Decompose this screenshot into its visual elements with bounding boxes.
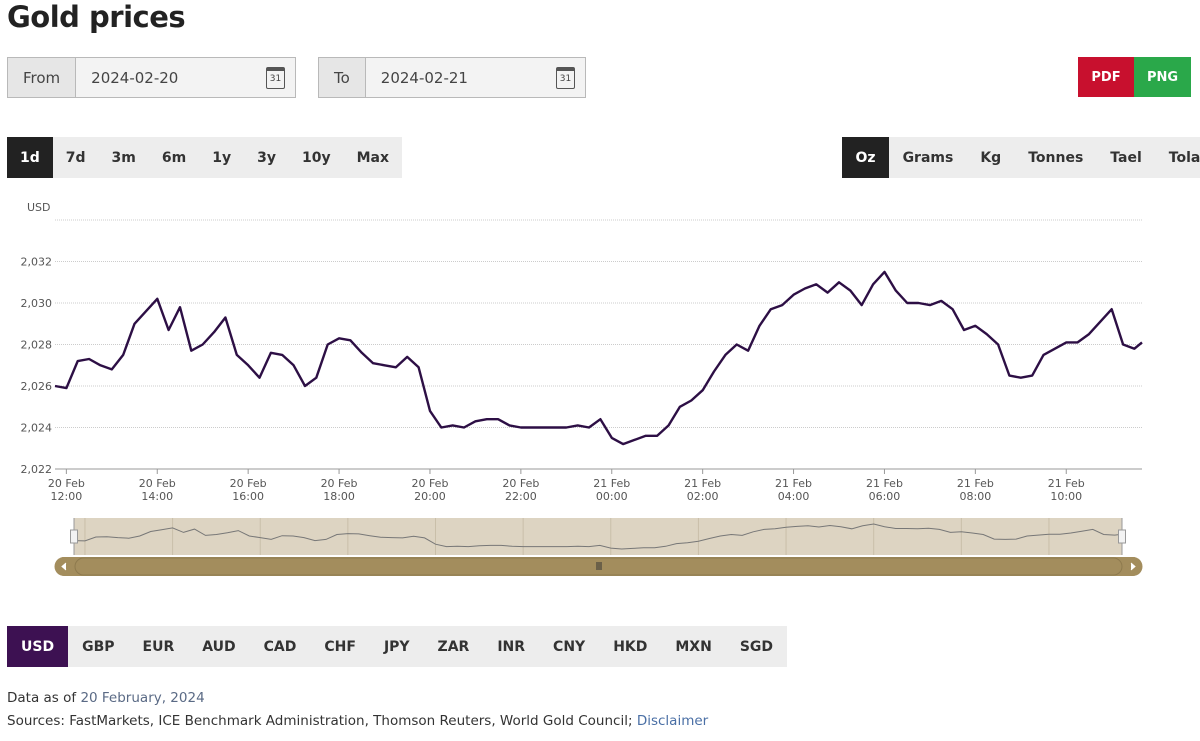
y-tick-label: 2,032 <box>21 256 53 269</box>
y-tick-label: 2,030 <box>21 297 53 310</box>
y-tick-label: 2,022 <box>21 463 53 476</box>
x-tick-label: 21 Feb 00:00 <box>593 477 630 503</box>
period-tab[interactable]: Max <box>356 149 389 166</box>
navigator-line <box>73 523 1123 550</box>
unit-tabs: Oz Grams Kg Tonnes Tael Tola <box>842 137 1200 178</box>
unit-tab[interactable]: Grams <box>902 149 954 166</box>
navigator-handle[interactable] <box>70 529 78 544</box>
x-tick-label: 20 Feb 12:00 <box>48 477 85 503</box>
period-tab[interactable]: 6m <box>161 149 187 166</box>
unit-tab[interactable]: Oz <box>842 137 890 178</box>
period-tab[interactable]: 1y <box>212 149 232 166</box>
to-label: To <box>319 58 366 97</box>
unit-tab[interactable]: Tola <box>1168 149 1200 166</box>
period-tab[interactable]: 3y <box>257 149 276 166</box>
x-tick-label: 20 Feb 14:00 <box>139 477 176 503</box>
period-tab[interactable]: 1d <box>7 137 53 178</box>
y-axis-label: USD <box>27 201 51 214</box>
currency-tab[interactable]: JPY <box>383 638 410 655</box>
currency-tab[interactable]: USD <box>7 626 69 667</box>
from-date[interactable]: From 2024-02-20 31 <box>7 57 296 98</box>
currency-tab[interactable]: CHF <box>324 638 356 655</box>
to-value[interactable]: 2024-02-21 <box>380 68 468 87</box>
navigator <box>74 518 1122 555</box>
x-tick-label: 20 Feb 20:00 <box>411 477 448 503</box>
unit-tab[interactable]: Tael <box>1110 149 1142 166</box>
x-tick-label: 20 Feb 18:00 <box>321 477 358 503</box>
x-tick-label: 21 Feb 04:00 <box>775 477 812 503</box>
page-title: Gold prices <box>7 0 186 34</box>
period-tab[interactable]: 3m <box>111 149 136 166</box>
period-tab[interactable]: 10y <box>301 149 331 166</box>
currency-tab[interactable]: EUR <box>142 638 175 655</box>
unit-tab[interactable]: Kg <box>980 149 1002 166</box>
to-date[interactable]: To 2024-02-21 31 <box>318 57 586 98</box>
png-button[interactable]: PNG <box>1134 57 1191 97</box>
as-of: Data as of 20 February, 2024 <box>7 690 205 706</box>
period-tabs: 1d 7d 3m 6m 1y 3y 10y Max <box>7 137 402 178</box>
x-tick-label: 20 Feb 16:00 <box>230 477 267 503</box>
x-tick-label: 21 Feb 10:00 <box>1048 477 1085 503</box>
disclaimer-link[interactable]: Disclaimer <box>636 713 709 729</box>
calendar-icon[interactable]: 31 <box>556 66 575 89</box>
currency-tab[interactable]: AUD <box>202 638 236 655</box>
x-tick-label: 21 Feb 06:00 <box>866 477 903 503</box>
price-line <box>54 270 1143 446</box>
unit-tab[interactable]: Tonnes <box>1028 149 1084 166</box>
y-tick-label: 2,028 <box>21 339 53 352</box>
y-tick-label: 2,024 <box>21 422 53 435</box>
sources-text: Sources: FastMarkets, ICE Benchmark Admi… <box>7 713 633 729</box>
period-tab[interactable]: 7d <box>65 149 86 166</box>
x-tick-label: 21 Feb 02:00 <box>684 477 721 503</box>
currency-tabs: USD GBP EUR AUD CAD CHF JPY ZAR INR CNY HKD MXN SGD <box>7 626 788 667</box>
currency-tab[interactable]: ZAR <box>437 638 470 655</box>
currency-tab[interactable]: CAD <box>263 638 297 655</box>
from-label: From <box>8 58 77 97</box>
chart: USD 2,022 2,024 2,026 2,028 2,030 2,032 20 Feb 1… <box>21 201 1143 576</box>
sources: Sources: FastMarkets, ICE Benchmark Admi… <box>7 713 708 729</box>
from-value[interactable]: 2024-02-20 <box>91 68 179 87</box>
currency-tab[interactable]: GBP <box>82 638 115 655</box>
arrow-icon <box>61 562 67 571</box>
x-tick-label: 21 Feb 08:00 <box>957 477 994 503</box>
as-of-label: Data as of <box>7 690 77 706</box>
navigator-handle[interactable] <box>1118 529 1126 544</box>
arrow-icon <box>1130 562 1136 571</box>
currency-tab[interactable]: HKD <box>613 638 648 655</box>
pdf-button[interactable]: PDF <box>1078 57 1134 97</box>
currency-tab[interactable]: SGD <box>739 638 774 655</box>
currency-tab[interactable]: MXN <box>675 638 712 655</box>
y-tick-label: 2,026 <box>21 380 53 393</box>
x-tick-label: 20 Feb 22:00 <box>502 477 539 503</box>
currency-tab[interactable]: INR <box>497 638 526 655</box>
as-of-date: 20 February, 2024 <box>80 690 205 706</box>
calendar-icon[interactable]: 31 <box>266 66 285 89</box>
currency-tab[interactable]: CNY <box>553 638 586 655</box>
